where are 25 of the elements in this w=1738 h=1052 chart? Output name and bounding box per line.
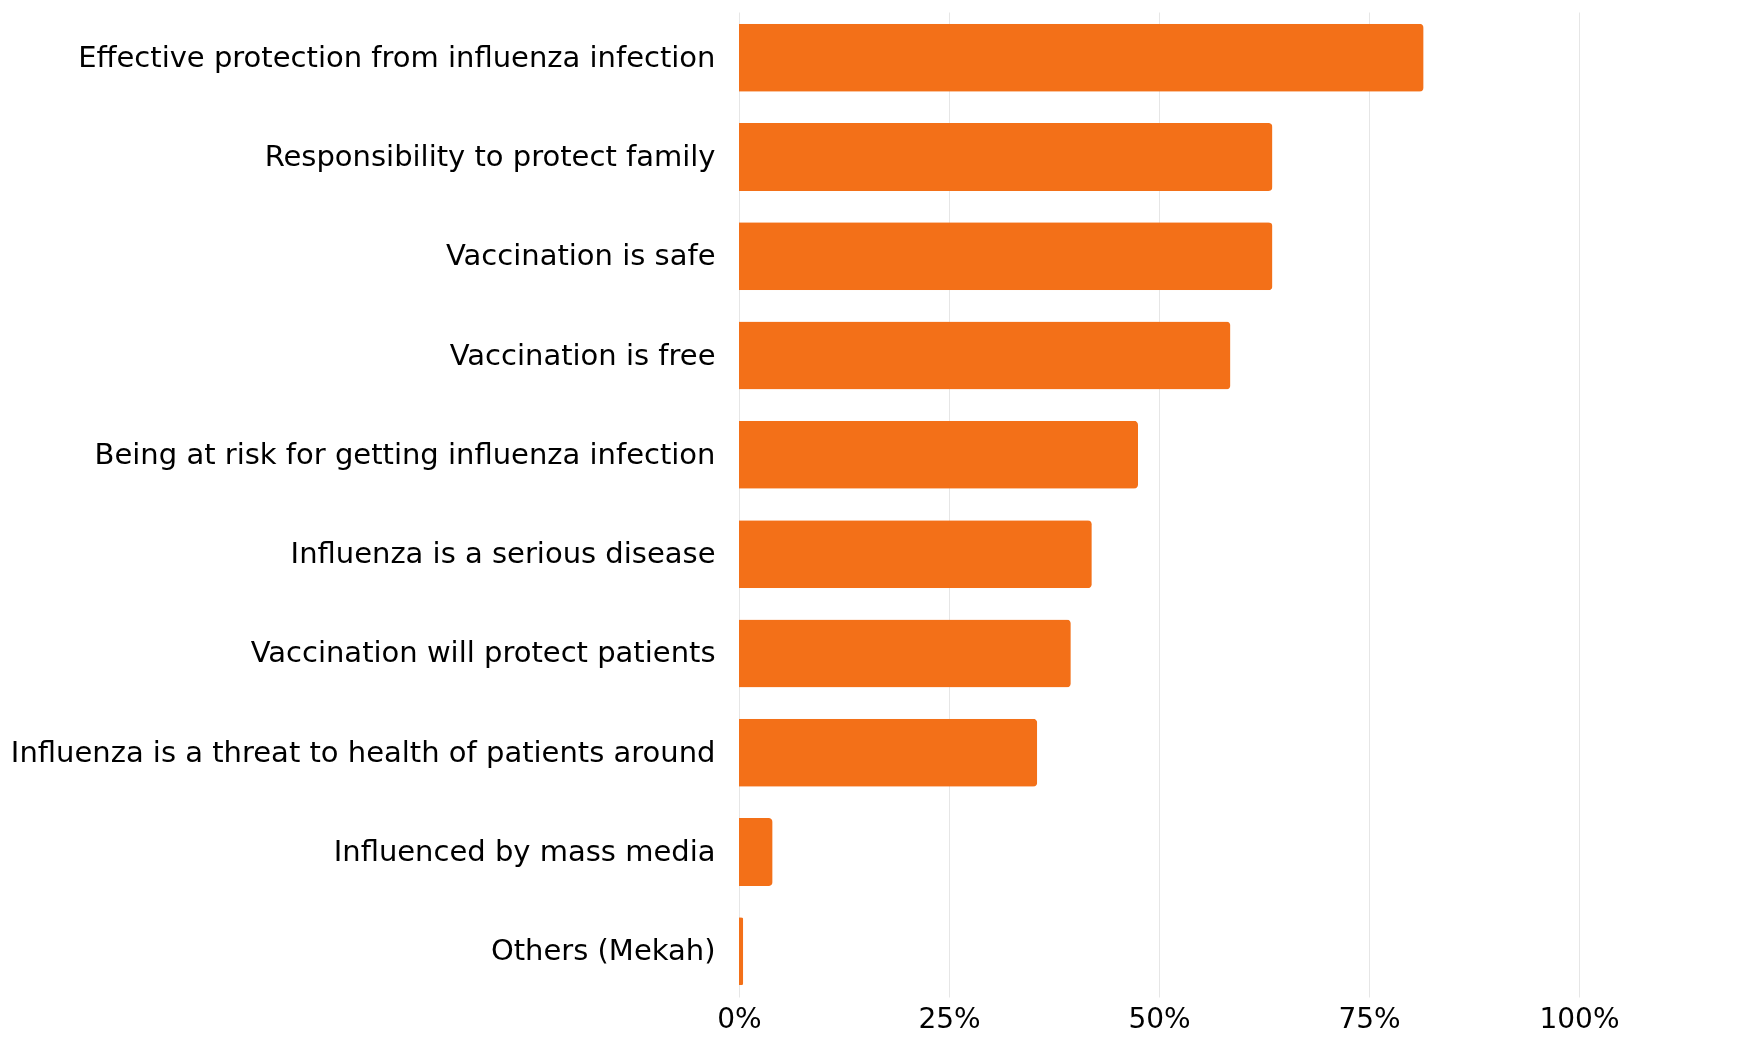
y-tick-label: Vaccination is safe bbox=[445, 238, 716, 273]
x-tick-label: 100% bbox=[1539, 1001, 1620, 1035]
y-tick-label: Influenced by mass media bbox=[333, 834, 716, 869]
bar bbox=[739, 222, 1273, 291]
bar bbox=[739, 420, 1138, 489]
x-tick-label: 25% bbox=[918, 1001, 981, 1035]
y-tick-label: Vaccination is free bbox=[449, 337, 716, 372]
bar bbox=[739, 917, 744, 986]
x-tick-label: 50% bbox=[1128, 1001, 1191, 1035]
bar bbox=[739, 818, 773, 887]
bar bbox=[739, 718, 1038, 787]
bar bbox=[739, 619, 1071, 688]
bar bbox=[739, 520, 1092, 589]
y-tick-label: Responsibility to protect family bbox=[264, 138, 716, 173]
bar bbox=[739, 23, 1424, 92]
x-tick-label: 0% bbox=[717, 1001, 762, 1035]
y-tick-label: Others (Mekah) bbox=[490, 933, 716, 968]
bar bbox=[739, 122, 1273, 191]
y-tick-label: Vaccination will protect patients bbox=[250, 635, 716, 670]
y-tick-label: Influenza is a serious disease bbox=[290, 536, 716, 571]
bar bbox=[739, 321, 1231, 390]
y-tick-label: Being at risk for getting influenza infection bbox=[94, 436, 716, 471]
y-tick-label: Effective protection from influenza infection bbox=[78, 39, 716, 74]
x-tick-label: 75% bbox=[1338, 1001, 1401, 1035]
y-tick-label: Influenza is a threat to health of patients around bbox=[10, 734, 716, 769]
